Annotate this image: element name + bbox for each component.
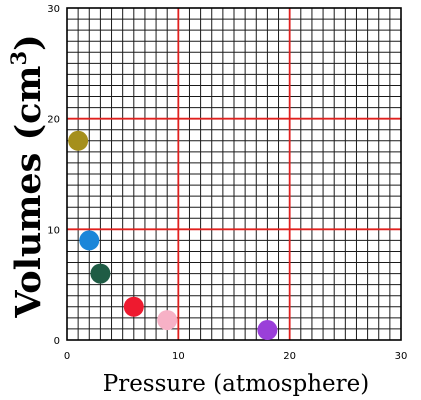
y-tick-label: 30 <box>47 4 60 15</box>
data-point <box>90 263 111 284</box>
plot-frame <box>66 7 402 341</box>
x-tick-label: 20 <box>283 351 296 362</box>
x-axis-label: Pressure (atmosphere) <box>103 371 370 397</box>
x-tick-label: 10 <box>172 351 185 362</box>
x-tick-label: 30 <box>395 351 408 362</box>
y-tick-label: 0 <box>54 336 60 347</box>
y-axis-label-close: ) <box>8 34 49 51</box>
data-point <box>257 320 278 341</box>
data-point <box>79 230 100 251</box>
grid <box>66 7 402 341</box>
data-point <box>123 296 144 317</box>
y-tick-label: 20 <box>47 115 60 126</box>
y-axis-label-main: Volumes (cm <box>8 66 49 319</box>
data-point <box>68 130 89 151</box>
tick-labels: 0 10 20 30 0 10 20 30 <box>47 4 407 362</box>
x-tick-label: 0 <box>64 351 70 362</box>
data-point <box>157 310 178 331</box>
y-tick-label: 10 <box>47 225 60 236</box>
y-axis-label-superscript: 3 <box>6 51 31 66</box>
y-axis-label: Volumes (cm3) <box>6 34 49 318</box>
data-points <box>68 130 278 341</box>
